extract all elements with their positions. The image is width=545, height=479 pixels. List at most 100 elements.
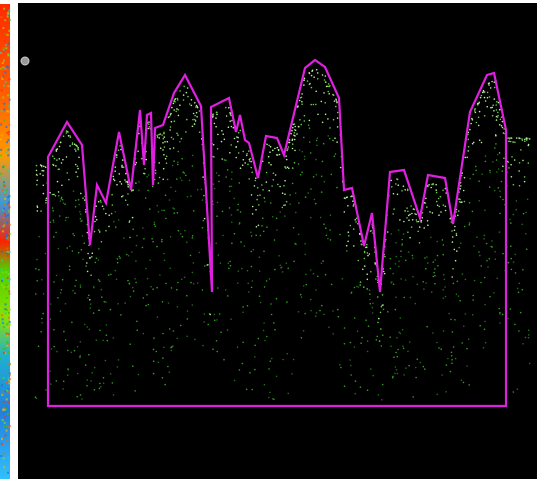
point [475, 170, 477, 172]
point [268, 368, 270, 370]
point [397, 194, 399, 196]
point [105, 230, 107, 232]
point [294, 162, 296, 164]
strip-speck [1, 438, 3, 440]
point [75, 280, 77, 282]
point [304, 120, 306, 122]
point [384, 256, 386, 258]
strip-speck [9, 323, 11, 325]
point [337, 126, 339, 128]
point [353, 245, 355, 247]
strip-speck [7, 203, 9, 205]
point [383, 309, 385, 311]
point [484, 209, 486, 211]
point [192, 155, 194, 157]
point [149, 126, 151, 128]
point [441, 374, 443, 376]
point [180, 325, 182, 327]
point [169, 328, 171, 330]
point [389, 336, 391, 338]
point [398, 261, 400, 263]
point [465, 157, 467, 159]
point [443, 204, 445, 206]
point [482, 91, 484, 93]
point [498, 187, 500, 189]
point [488, 84, 490, 86]
point [50, 318, 52, 320]
point [494, 147, 496, 149]
point [59, 146, 61, 148]
point [372, 303, 374, 305]
point [116, 157, 118, 159]
point [180, 233, 182, 235]
point [59, 215, 61, 217]
point [321, 191, 323, 193]
strip-speck [2, 419, 4, 421]
point [183, 86, 185, 88]
point [479, 139, 481, 141]
point [156, 205, 158, 207]
point [337, 309, 339, 311]
strip-speck [5, 44, 7, 46]
point [54, 158, 56, 160]
point [263, 330, 265, 332]
point [304, 115, 306, 117]
point [185, 131, 187, 133]
point [369, 299, 371, 301]
point [486, 106, 488, 108]
point [132, 189, 134, 191]
handle[interactable] [21, 57, 29, 65]
point [175, 190, 177, 192]
point [35, 293, 37, 295]
point [424, 257, 426, 259]
point [229, 261, 231, 263]
point [63, 381, 65, 383]
point [67, 131, 69, 133]
point [237, 204, 239, 206]
point [61, 197, 63, 199]
point [69, 246, 71, 248]
point [452, 268, 454, 270]
point [527, 199, 529, 201]
point [125, 181, 127, 183]
point [103, 382, 105, 384]
point [148, 128, 150, 130]
point [347, 241, 349, 243]
strip-speck [1, 384, 3, 386]
point [425, 198, 427, 200]
point [302, 151, 304, 153]
point [227, 329, 229, 331]
point [246, 389, 248, 391]
point [218, 175, 220, 177]
point [528, 162, 530, 164]
point [310, 188, 312, 190]
point [372, 312, 374, 314]
point [53, 346, 55, 348]
point [317, 276, 319, 278]
point [456, 293, 458, 295]
point [263, 322, 265, 324]
point [286, 262, 288, 264]
point [522, 140, 524, 142]
point [412, 396, 414, 398]
point [475, 166, 477, 168]
point [472, 174, 474, 176]
point [456, 250, 458, 252]
point [485, 342, 487, 344]
point [367, 351, 369, 353]
point [402, 329, 404, 331]
point [52, 155, 54, 157]
point [287, 353, 289, 355]
point [186, 119, 188, 121]
strip-speck [8, 273, 10, 275]
strip-speck [4, 198, 6, 200]
point [207, 324, 209, 326]
point [303, 79, 305, 81]
point [412, 219, 414, 221]
point [112, 204, 114, 206]
strip-speck [7, 94, 9, 96]
point [361, 244, 363, 246]
point [225, 289, 227, 291]
point [408, 251, 410, 253]
point [214, 314, 216, 316]
